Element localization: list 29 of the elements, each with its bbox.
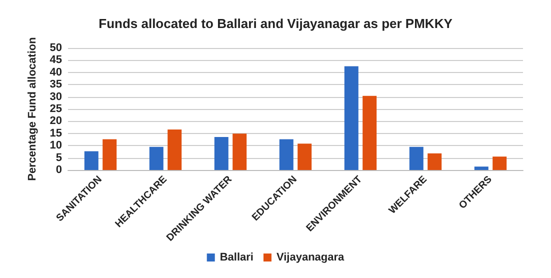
bar — [362, 96, 377, 170]
y-tick-label: 10 — [50, 140, 62, 152]
bar — [102, 139, 117, 170]
y-tick-label: 0 — [56, 164, 62, 176]
y-tick-label: 50 — [50, 42, 62, 54]
bar — [232, 134, 247, 170]
y-tick-label: 45 — [50, 54, 62, 66]
bar — [344, 66, 358, 170]
y-tick-label: 5 — [56, 152, 62, 164]
bar — [409, 146, 424, 170]
bar — [279, 139, 294, 170]
bar — [149, 146, 164, 170]
y-tick-label: 35 — [50, 78, 62, 91]
bar — [492, 156, 507, 170]
y-tick-label: 25 — [50, 103, 62, 115]
y-tick-label: 40 — [50, 66, 62, 78]
bar — [474, 166, 488, 170]
y-tick-label: 30 — [50, 90, 62, 103]
bar — [168, 129, 182, 170]
bar — [214, 137, 228, 170]
bar — [428, 153, 442, 170]
y-tick-label: 15 — [50, 127, 62, 140]
legend-label: Ballari — [220, 252, 254, 264]
legend-label: Vijayanagara — [276, 252, 346, 264]
bar — [84, 151, 98, 170]
bar — [298, 144, 312, 170]
y-axis-title: Percentage Fund allocation — [26, 36, 38, 181]
chart-title: Funds allocated to Ballari and Vijayanagar as per PMKKY — [98, 16, 453, 31]
y-tick-label: 20 — [50, 115, 62, 128]
